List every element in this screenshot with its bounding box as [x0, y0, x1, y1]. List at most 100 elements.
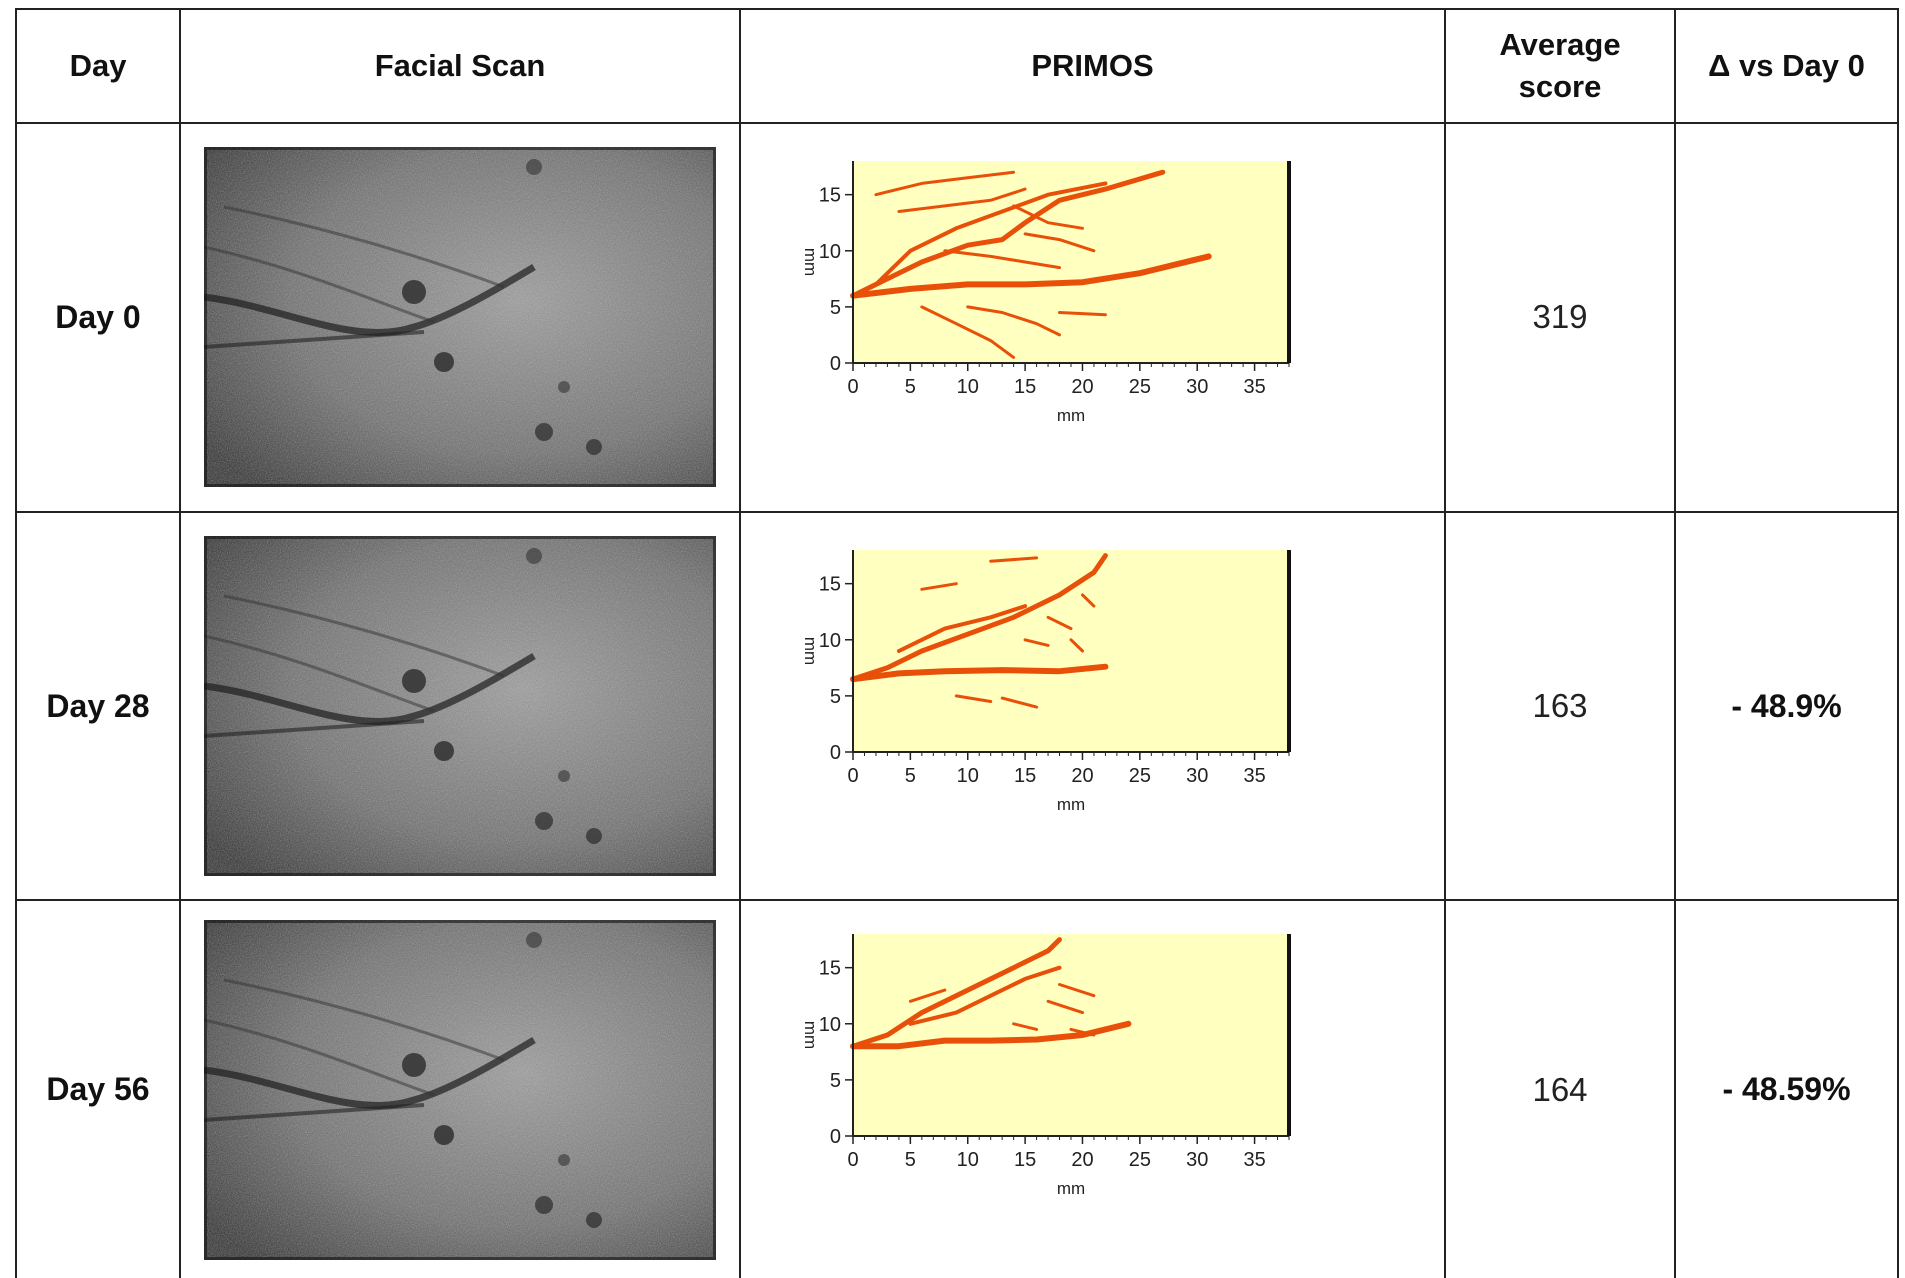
header-row: Day Facial Scan PRIMOS Average score Δ v… [15, 8, 1899, 124]
average-score-cell: 163 [1444, 510, 1676, 902]
y-tick-label: 10 [818, 1013, 840, 1035]
wrinkle-trace [850, 936, 1062, 1049]
x-tick-label: 20 [1071, 765, 1093, 787]
header-primos: PRIMOS [739, 8, 1446, 124]
y-axis-label: mm [801, 637, 820, 665]
average-score-cell: 319 [1444, 122, 1676, 513]
x-tick-label: 35 [1243, 376, 1265, 398]
wrinkle-trace [849, 253, 1212, 300]
x-tick-label: 0 [847, 1149, 858, 1171]
wrinkle-trace [1057, 311, 1107, 317]
x-axis-label: mm [1056, 406, 1084, 425]
wrinkle-trace [907, 965, 1061, 1026]
table-row: Day 28 0 5 10 15 20 25 30 35 0 5 10 15 mm mm 163 - 48… [15, 510, 1899, 902]
facial-scan-cell [179, 122, 741, 513]
x-axis-label: mm [1056, 1179, 1084, 1198]
primos-cell: 0 5 10 15 20 25 30 35 0 5 10 15 mm mm [739, 510, 1446, 902]
wrinkle-trace [908, 988, 946, 1003]
wrinkle-trace [850, 553, 1108, 682]
x-tick-label: 30 [1186, 765, 1208, 787]
wrinkle-trace [873, 171, 1015, 197]
wrinkle-trace [919, 582, 958, 591]
y-axis-label: mm [801, 248, 820, 276]
wrinkle-trace [1080, 593, 1095, 608]
wrinkle-trace [1069, 638, 1084, 653]
wrinkle-trace [1023, 638, 1050, 647]
y-tick-label: 15 [818, 574, 840, 596]
header-average-score-line2: score [1518, 69, 1602, 104]
x-tick-label: 10 [956, 376, 978, 398]
wrinkle-trace [942, 249, 1061, 270]
day-cell: Day 56 [15, 899, 181, 1278]
x-tick-label: 5 [904, 765, 915, 787]
x-tick-label: 30 [1186, 376, 1208, 398]
wrinkle-trace [849, 663, 1108, 683]
results-table: Day Facial Scan PRIMOS Average score Δ v… [15, 8, 1899, 1278]
x-tick-label: 35 [1243, 765, 1265, 787]
x-tick-label: 0 [847, 765, 858, 787]
y-tick-label: 5 [829, 1070, 840, 1092]
y-tick-label: 0 [829, 742, 840, 764]
y-tick-label: 15 [818, 185, 840, 207]
y-tick-label: 0 [829, 1126, 840, 1148]
wrinkle-trace [850, 170, 1165, 299]
x-axis-label: mm [1056, 795, 1084, 814]
wrinkle-trace [896, 604, 1027, 654]
x-tick-label: 35 [1243, 1149, 1265, 1171]
primos-cell: 0 5 10 15 20 25 30 35 0 5 10 15 mm mm [739, 899, 1446, 1278]
delta-cell [1674, 122, 1899, 513]
x-tick-label: 10 [956, 1149, 978, 1171]
wrinkle-trace [1000, 696, 1038, 709]
y-tick-label: 10 [818, 241, 840, 263]
x-tick-label: 15 [1013, 1149, 1035, 1171]
x-tick-label: 25 [1128, 376, 1150, 398]
y-tick-label: 0 [829, 353, 840, 375]
x-tick-label: 10 [956, 765, 978, 787]
wrinkle-trace [1046, 999, 1084, 1014]
delta-cell: - 48.9% [1674, 510, 1899, 902]
x-tick-label: 25 [1128, 765, 1150, 787]
header-day: Day [15, 8, 181, 124]
x-tick-label: 5 [904, 1149, 915, 1171]
facial-scan-image [204, 920, 716, 1260]
y-tick-label: 15 [818, 957, 840, 979]
wrinkle-trace [873, 181, 1107, 287]
wrinkle-trace [1069, 1027, 1095, 1037]
wrinkle-trace [954, 694, 992, 704]
header-facial-scan: Facial Scan [179, 8, 741, 124]
facial-scan-image [204, 147, 716, 487]
primos-chart: 0 5 10 15 20 25 30 35 0 5 10 15 mm mm [801, 161, 1291, 425]
primos-chart: 0 5 10 15 20 25 30 35 0 5 10 15 mm mm [801, 550, 1291, 814]
day-cell: Day 0 [15, 122, 181, 513]
header-delta: Δ vs Day 0 [1674, 8, 1899, 124]
facial-scan-cell [179, 899, 741, 1278]
primos-cell: 0 5 10 15 20 25 30 35 0 5 10 15 mm mm [739, 122, 1446, 513]
y-axis-label: mm [801, 1021, 820, 1049]
wrinkle-trace [1011, 1021, 1038, 1031]
facial-scan-image [204, 536, 716, 876]
wrinkle-trace [849, 1020, 1131, 1049]
wrinkle-trace [1023, 232, 1095, 253]
x-tick-label: 25 [1128, 1149, 1150, 1171]
y-tick-label: 5 [829, 686, 840, 708]
average-score-cell: 164 [1444, 899, 1676, 1278]
x-tick-label: 0 [847, 376, 858, 398]
facial-scan-cell [179, 510, 741, 902]
wrinkle-trace [988, 556, 1038, 563]
x-tick-label: 20 [1071, 376, 1093, 398]
header-average-score: Average score [1444, 8, 1676, 124]
x-tick-label: 15 [1013, 765, 1035, 787]
x-tick-label: 20 [1071, 1149, 1093, 1171]
delta-cell: - 48.59% [1674, 899, 1899, 1278]
day-cell: Day 28 [15, 510, 181, 902]
table-row: Day 56 0 5 10 15 20 25 30 35 0 5 10 15 mm mm 164 - 48… [15, 899, 1899, 1278]
y-tick-label: 10 [818, 630, 840, 652]
primos-chart: 0 5 10 15 20 25 30 35 0 5 10 15 mm mm [801, 933, 1291, 1198]
header-average-score-line1: Average [1499, 27, 1621, 63]
y-tick-label: 5 [829, 297, 840, 319]
wrinkle-trace [896, 187, 1027, 214]
wrinkle-trace [965, 305, 1061, 337]
wrinkle-trace [919, 305, 1015, 360]
wrinkle-trace [1011, 204, 1084, 231]
x-tick-label: 30 [1186, 1149, 1208, 1171]
